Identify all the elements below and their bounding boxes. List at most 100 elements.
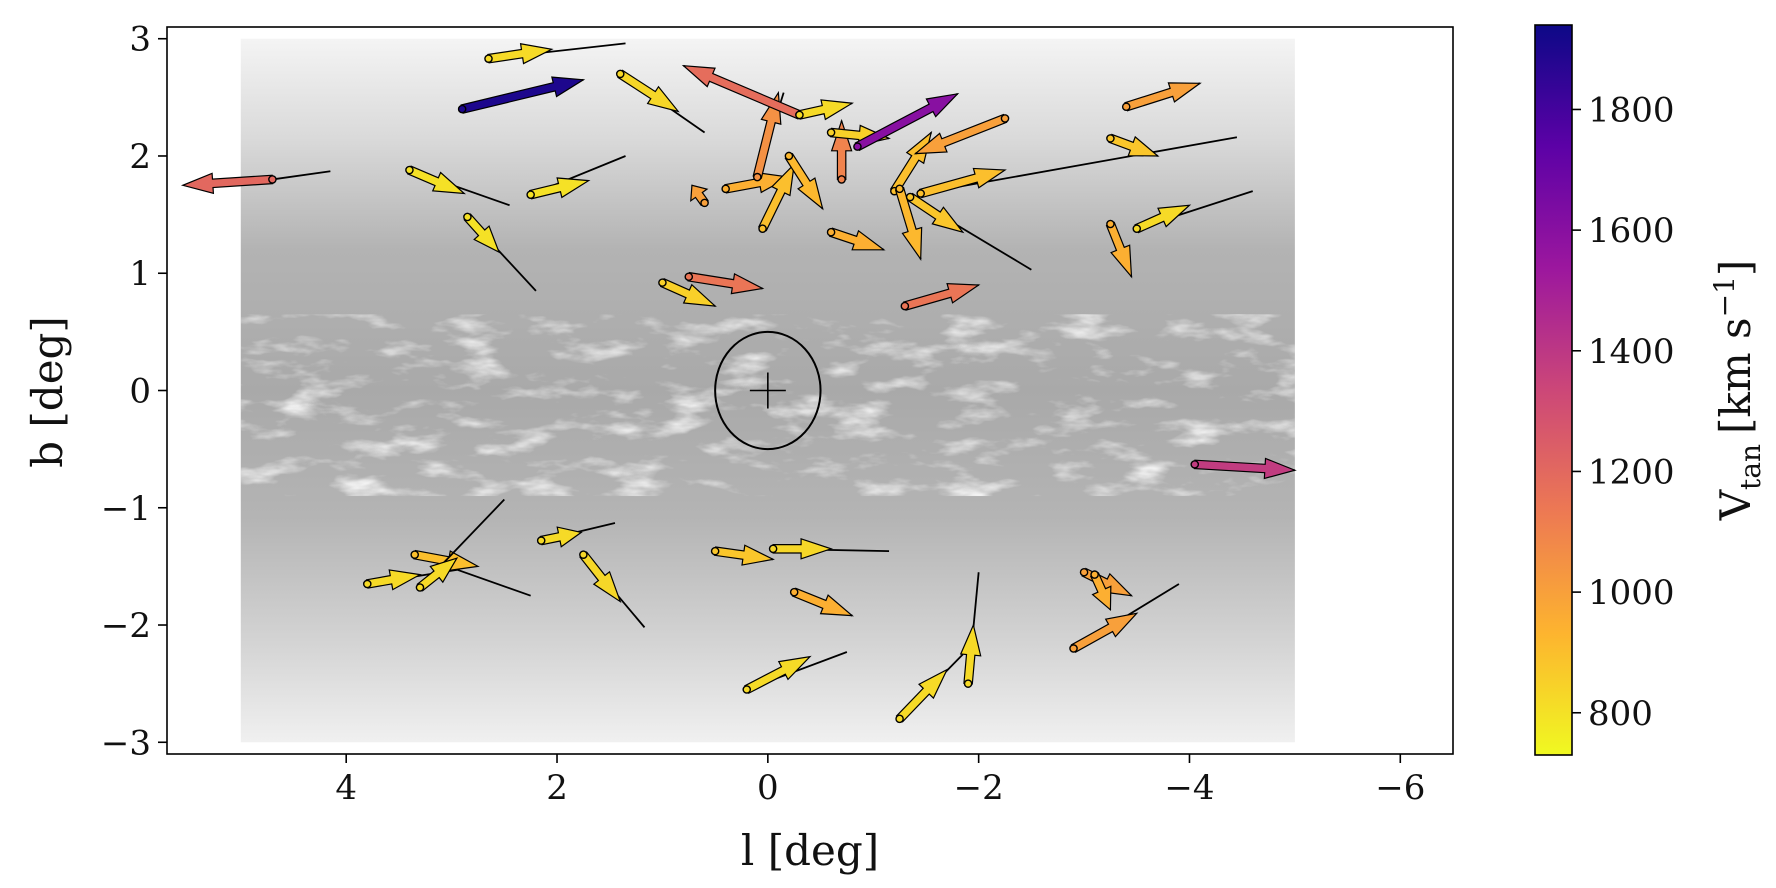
vector-origin-15 xyxy=(826,128,836,137)
vector-origin-44 xyxy=(1069,644,1078,653)
vector-arrow-40 xyxy=(744,655,812,695)
vector-arrow-11 xyxy=(784,152,824,211)
vector-arrow-41 xyxy=(895,668,949,723)
vector-arrow-38 xyxy=(791,587,854,617)
vector-arrow-20 xyxy=(918,167,1007,199)
vector-1 xyxy=(457,76,586,114)
vector-3 xyxy=(405,165,510,207)
vector-arrow-10 xyxy=(757,162,796,232)
vector-origin-41 xyxy=(895,714,904,724)
vector-28 xyxy=(1105,219,1133,279)
vector-arrow-31 xyxy=(365,569,422,591)
vector-arrow-33 xyxy=(416,557,459,592)
vector-arrow-37 xyxy=(772,537,833,560)
vector-2 xyxy=(180,170,331,195)
center-ellipse xyxy=(714,330,822,451)
vector-origin-22 xyxy=(826,227,836,237)
vector-arrow-26 xyxy=(1124,82,1202,112)
vector-origin-20 xyxy=(916,189,925,198)
vector-origin-23 xyxy=(658,278,667,287)
vector-origin-11 xyxy=(784,151,794,161)
vector-36 xyxy=(710,544,775,566)
vector-origin-14 xyxy=(795,110,804,120)
y-axis: 3 2 1 0 −1 −2 −3 xyxy=(101,20,167,763)
vector-arrow-2 xyxy=(180,172,274,195)
vector-origin-19 xyxy=(905,192,915,202)
vector-arrow-18 xyxy=(894,186,923,261)
vector-30 xyxy=(1190,457,1297,480)
vector-arrow-43 xyxy=(1089,572,1112,612)
vector-origin-8 xyxy=(721,184,730,194)
vector-10 xyxy=(757,162,796,233)
vector-arrow-16 xyxy=(854,92,960,152)
cb-tick-label-0: 800 xyxy=(1588,694,1653,734)
y-tick-label-4: −1 xyxy=(101,489,151,529)
vector-origin-1 xyxy=(457,104,467,114)
cb-tick-label-2: 1200 xyxy=(1588,452,1675,492)
vector-arrow-25 xyxy=(902,282,981,311)
y-tick-label-5: −2 xyxy=(101,606,151,646)
vector-arrow-35 xyxy=(579,551,622,604)
vector-origin-36 xyxy=(710,546,720,556)
x-axis: 4 2 0 −2 −4 −6 xyxy=(335,754,1425,808)
vector-arrow-13 xyxy=(681,64,802,120)
vector-line-20 xyxy=(920,136,1238,195)
vector-origin-39 xyxy=(963,679,973,688)
vector-34 xyxy=(536,522,616,548)
vector-origin-2 xyxy=(268,175,277,184)
vector-20 xyxy=(916,136,1238,199)
vector-41 xyxy=(895,653,964,724)
y-tick-label-2: 1 xyxy=(129,254,151,294)
vector-29 xyxy=(1132,190,1253,234)
vector-38 xyxy=(789,587,854,617)
vector-arrow-28 xyxy=(1105,221,1133,279)
vector-33 xyxy=(415,498,505,592)
center-markers xyxy=(714,330,822,451)
y-tick-label-6: −3 xyxy=(101,723,151,763)
colorbar xyxy=(1535,25,1572,755)
vector-origin-40 xyxy=(742,685,752,694)
vector-origin-42 xyxy=(1079,567,1089,577)
vector-16 xyxy=(853,92,960,152)
vector-origin-18 xyxy=(895,184,904,194)
y-axis-label: b [deg] xyxy=(23,316,72,468)
vector-arrow-0 xyxy=(487,43,554,65)
vector-origin-6 xyxy=(615,69,625,79)
vector-origin-9 xyxy=(752,172,762,182)
vector-26 xyxy=(1121,82,1202,112)
vector-arrow-6 xyxy=(617,69,680,113)
vector-arrow-5 xyxy=(528,177,591,200)
vector-origin-12 xyxy=(837,175,846,184)
vector-origin-25 xyxy=(900,301,910,311)
vector-origin-37 xyxy=(768,544,778,554)
vector-origin-10 xyxy=(758,224,767,233)
vector-origin-3 xyxy=(405,165,414,175)
vector-11 xyxy=(784,151,824,211)
vector-origin-34 xyxy=(536,536,546,545)
vector-35 xyxy=(579,550,646,628)
cb-tick-label-4: 1600 xyxy=(1588,211,1675,251)
vector-21 xyxy=(913,113,1010,155)
vector-origin-5 xyxy=(526,190,535,199)
vector-4 xyxy=(463,212,537,292)
vector-origin-43 xyxy=(1090,570,1099,579)
vector-19 xyxy=(905,192,1032,271)
vector-origin-30 xyxy=(1190,460,1200,469)
vector-arrow-3 xyxy=(407,165,467,195)
vector-origin-24 xyxy=(684,272,694,282)
vector-line-2 xyxy=(272,170,331,181)
x-tick-label-3: −2 xyxy=(954,768,1004,808)
x-tick-label-5: −6 xyxy=(1375,768,1425,808)
vector-arrow-23 xyxy=(659,277,717,307)
vector-origin-7 xyxy=(700,198,709,208)
vector-14 xyxy=(795,99,854,121)
vector-0 xyxy=(484,42,626,65)
vector-arrow-39 xyxy=(959,623,982,685)
vector-44 xyxy=(1069,583,1180,653)
vector-arrow-19 xyxy=(906,192,965,234)
y-tick-label-0: 3 xyxy=(129,20,151,60)
cb-tick-label-3: 1400 xyxy=(1588,332,1675,372)
vector-40 xyxy=(742,651,848,695)
vector-origin-33 xyxy=(415,583,425,592)
